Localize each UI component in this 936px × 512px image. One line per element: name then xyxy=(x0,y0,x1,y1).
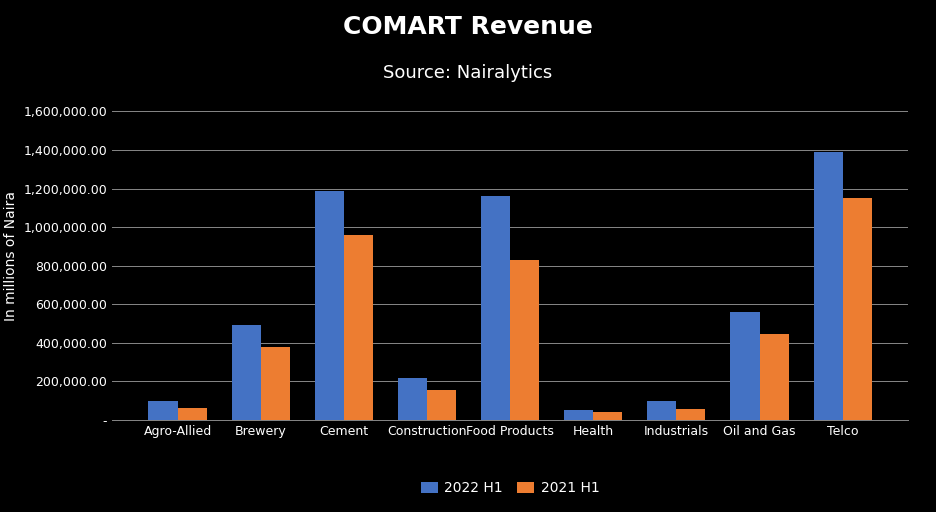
Bar xyxy=(564,410,593,420)
Bar xyxy=(648,400,677,420)
Bar xyxy=(813,152,842,420)
Bar xyxy=(677,409,706,420)
Bar xyxy=(759,334,789,420)
Bar xyxy=(730,312,759,420)
Bar xyxy=(510,260,539,420)
Legend: 2022 H1, 2021 H1: 2022 H1, 2021 H1 xyxy=(416,476,605,501)
Bar xyxy=(398,378,427,420)
Text: Source: Nairalytics: Source: Nairalytics xyxy=(384,64,552,82)
Bar xyxy=(481,196,510,420)
Bar xyxy=(149,400,178,420)
Bar xyxy=(231,326,261,420)
Bar xyxy=(261,347,290,420)
Bar xyxy=(842,198,871,420)
Bar xyxy=(344,235,373,420)
Bar xyxy=(593,412,622,420)
Bar xyxy=(427,390,456,420)
Bar xyxy=(178,408,207,420)
Bar xyxy=(314,191,344,420)
Text: COMART Revenue: COMART Revenue xyxy=(344,15,592,39)
Y-axis label: In millions of Naira: In millions of Naira xyxy=(4,191,18,321)
